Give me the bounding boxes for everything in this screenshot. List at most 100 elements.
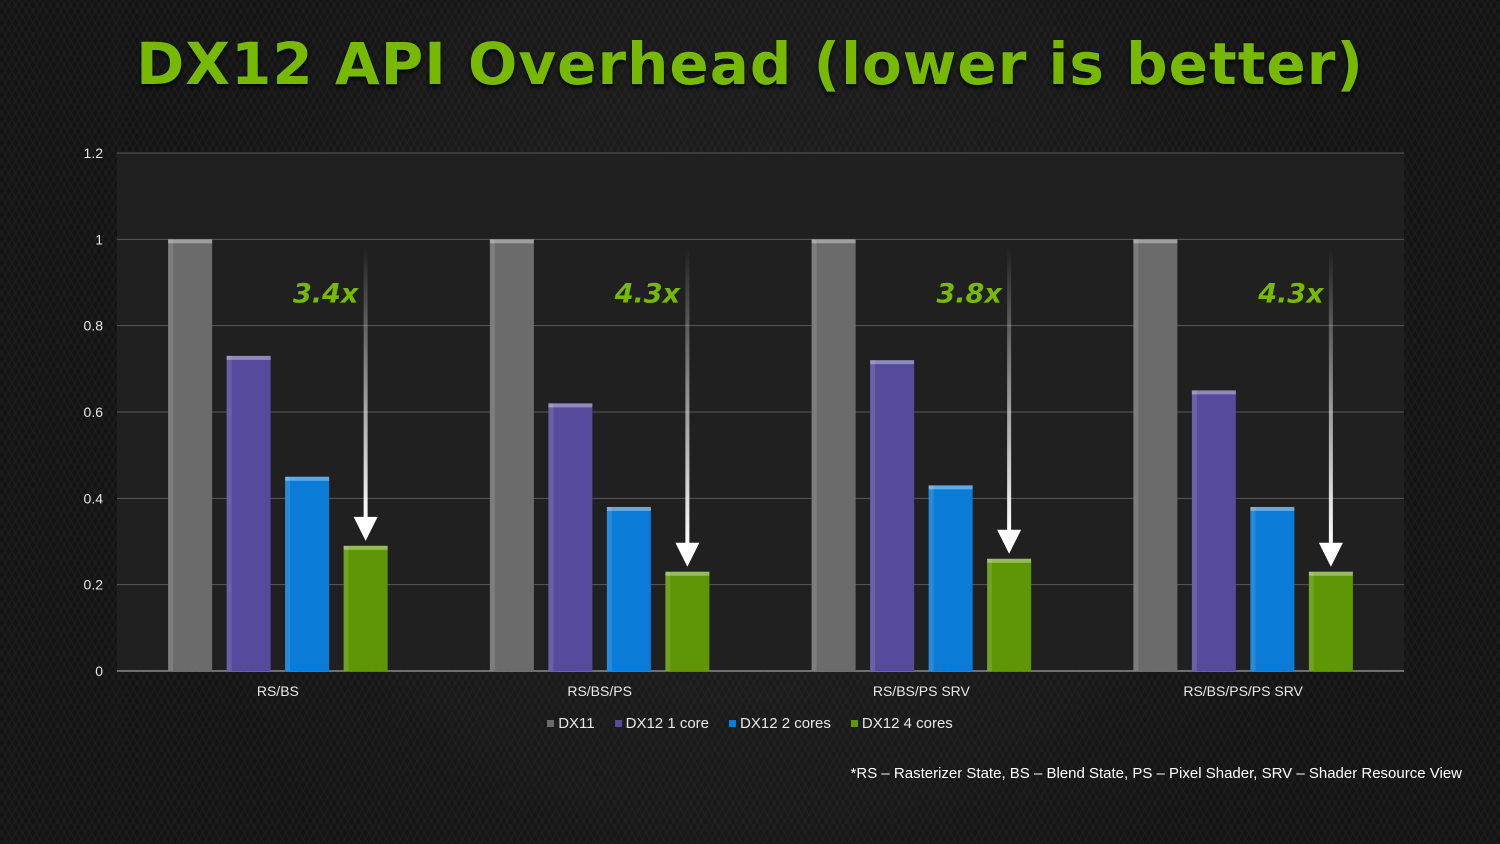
- legend-item: DX12 1 core: [614, 715, 710, 732]
- bar-dx12-2-cores: [285, 476, 330, 671]
- bar-sheen: [665, 571, 671, 671]
- y-tick-label: 0.4: [84, 490, 104, 506]
- y-tick-label: 1: [95, 231, 103, 247]
- bar-highlight: [1250, 506, 1295, 511]
- bar-highlight: [870, 360, 915, 365]
- bar-highlight: [548, 403, 593, 408]
- bar-dx12-1-core: [1191, 390, 1236, 671]
- bar-fill: [811, 239, 856, 672]
- bar-sheen: [1250, 506, 1256, 671]
- bar-dx12-4-cores: [987, 558, 1032, 671]
- bar-fill: [168, 239, 213, 672]
- category-label: RS/BS: [257, 683, 299, 699]
- bar-fill: [489, 239, 534, 672]
- bar-fill: [870, 360, 915, 671]
- footnote: *RS – Rasterizer State, BS – Blend State…: [850, 765, 1462, 782]
- speedup-label: 3.4x: [293, 278, 360, 309]
- bar-highlight: [987, 558, 1032, 563]
- arrow-head-icon: [997, 529, 1022, 554]
- arrow-head-icon: [675, 542, 700, 567]
- bar-dx12-2-cores: [606, 506, 651, 671]
- category-label: RS/BS/PS SRV: [873, 683, 971, 699]
- bar-dx11: [811, 239, 856, 672]
- bar-fill: [1133, 239, 1178, 672]
- bar-dx12-4-cores: [1308, 571, 1353, 671]
- bar-highlight: [226, 355, 271, 360]
- bar-highlight: [168, 239, 213, 244]
- bar-dx12-1-core: [226, 355, 271, 671]
- y-tick-label: 0.8: [84, 318, 104, 334]
- bar-highlight: [489, 239, 534, 244]
- bar-highlight: [606, 506, 651, 511]
- bar-fill: [1308, 571, 1353, 671]
- bar-sheen: [870, 360, 876, 671]
- legend-swatch: [729, 720, 737, 727]
- speedup-label: 3.8x: [937, 278, 1004, 309]
- arrow-shaft: [1328, 247, 1333, 545]
- bar-fill: [226, 355, 271, 671]
- bar-fill: [285, 476, 330, 671]
- legend-item: DX12 4 cores: [850, 715, 953, 732]
- bar-sheen: [606, 506, 612, 671]
- arrow-head-icon: [353, 516, 378, 541]
- bar-highlight: [1308, 571, 1353, 576]
- bar-dx11: [489, 239, 534, 672]
- bar-highlight: [665, 571, 710, 576]
- speedup-label: 4.3x: [1257, 278, 1325, 309]
- bar-dx11: [168, 239, 213, 672]
- bar-dx12-4-cores: [343, 545, 388, 671]
- speedup-label: 4.3x: [614, 278, 682, 309]
- bar-sheen: [1191, 390, 1197, 671]
- bar-highlight: [1133, 239, 1178, 244]
- y-tick-label: 0.6: [84, 404, 104, 420]
- bar-sheen: [1308, 571, 1314, 671]
- legend-label: DX11: [558, 715, 595, 732]
- legend-label: DX12 2 cores: [740, 715, 831, 732]
- legend-label: DX12 1 core: [625, 715, 710, 732]
- y-tick-label: 1.2: [84, 145, 104, 161]
- chart-legend: DX11 DX12 1 core DX12 2 cores DX12 4 cores: [0, 715, 1500, 732]
- arrow-shaft: [1007, 247, 1012, 532]
- bar-fill: [987, 558, 1032, 671]
- legend-label: DX12 4 cores: [861, 715, 953, 732]
- bar-sheen: [987, 558, 993, 671]
- bar-sheen: [343, 545, 349, 671]
- bar-fill: [1191, 390, 1236, 671]
- bar-sheen: [928, 485, 934, 671]
- bar-fill: [548, 403, 593, 671]
- slide-title: DX12 API Overhead (lower is better): [136, 30, 1364, 98]
- bar-dx12-2-cores: [928, 485, 973, 671]
- bar-highlight: [285, 476, 330, 481]
- bar-dx12-1-core: [548, 403, 593, 671]
- y-tick-label: 0.2: [84, 577, 104, 593]
- legend-swatch: [547, 720, 555, 727]
- bar-fill: [665, 571, 710, 671]
- bar-highlight: [811, 239, 856, 244]
- bar-sheen: [285, 476, 291, 671]
- bar-dx12-1-core: [870, 360, 915, 671]
- category-label: RS/BS/PS/PS SRV: [1183, 683, 1303, 699]
- bar-fill: [606, 506, 651, 671]
- y-tick-label: 0: [95, 663, 103, 679]
- bar-highlight: [928, 485, 973, 490]
- bar-dx12-2-cores: [1250, 506, 1295, 671]
- bar-fill: [928, 485, 973, 671]
- legend-swatch: [850, 720, 858, 727]
- bar-sheen: [548, 403, 554, 671]
- bar-sheen: [226, 355, 232, 671]
- bar-dx12-4-cores: [665, 571, 710, 671]
- arrow-shaft: [363, 247, 368, 519]
- legend-item: DX12 2 cores: [729, 715, 831, 732]
- bar-sheen: [489, 239, 495, 672]
- category-label: RS/BS/PS: [567, 683, 632, 699]
- legend-item: DX11: [547, 715, 595, 732]
- arrow-shaft: [685, 247, 690, 545]
- bar-highlight: [343, 545, 388, 550]
- bar-sheen: [1133, 239, 1139, 672]
- bar-highlight: [1191, 390, 1236, 395]
- bar-sheen: [811, 239, 817, 672]
- bar-sheen: [168, 239, 174, 672]
- legend-swatch: [614, 720, 622, 727]
- bar-fill: [343, 545, 388, 671]
